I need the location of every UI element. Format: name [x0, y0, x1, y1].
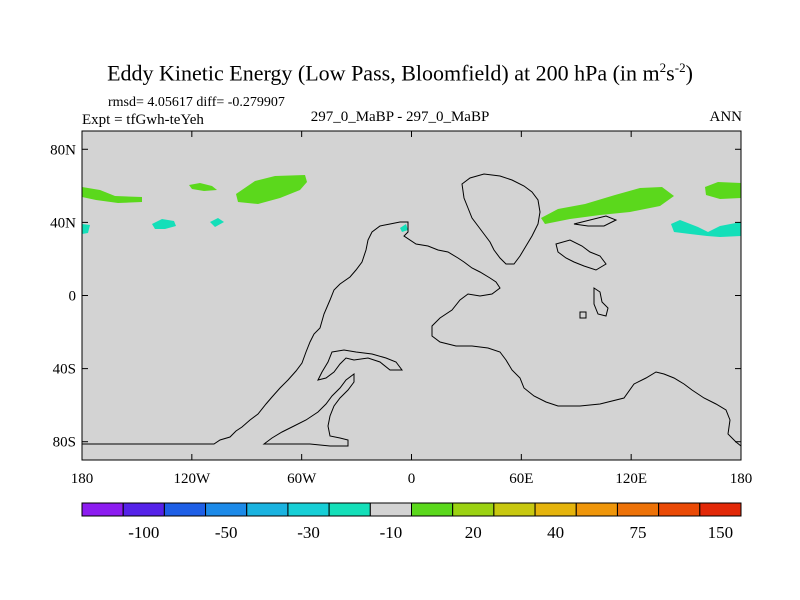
longitude-labels: 180 120W 60W 0 60E 120E 180: [71, 471, 753, 487]
latitude-labels: 80N 40N 0 40S 80S: [50, 142, 76, 450]
coastline-south-america: [317, 349, 403, 381]
colorbar-swatch: [658, 502, 701, 517]
colorbar-label: -50: [215, 523, 238, 542]
colorbar-swatch: [534, 502, 577, 517]
negative-anomaly-regions: [82, 218, 741, 237]
coastline-asia: [555, 239, 607, 271]
coastline-greenland: [461, 173, 541, 265]
anomaly-region: [236, 175, 307, 204]
lat-label: 40S: [53, 362, 76, 378]
colorbar-swatch: [452, 502, 495, 517]
colorbar-swatch: [616, 502, 660, 517]
lat-label: 80N: [50, 142, 76, 158]
coastline-antarctic-peninsula: [262, 373, 355, 447]
axis-ticks: [81, 131, 742, 460]
lon-label: 180: [730, 471, 753, 487]
lat-label: 0: [69, 289, 77, 305]
plot-title: Eddy Kinetic Energy (Low Pass, Bloomfiel…: [107, 60, 693, 86]
colorbar-swatch: [575, 502, 618, 517]
anomaly-region: [671, 220, 741, 237]
colorbar-label: -100: [128, 523, 159, 542]
colorbar-label: 40: [547, 523, 564, 542]
colorbar-swatch: [163, 502, 207, 517]
colorbar-swatch: [328, 502, 371, 517]
anomaly-region: [82, 187, 142, 203]
colorbar-swatch: [287, 502, 330, 517]
coastlines: [82, 173, 742, 447]
coastline-island: [593, 287, 609, 317]
season-label: ANN: [709, 109, 743, 125]
comparison-label: 297_0_MaBP - 297_0_MaBP: [310, 109, 490, 125]
colorbar: [81, 502, 742, 517]
lon-label: 120E: [615, 471, 647, 487]
lat-label: 40N: [50, 215, 76, 231]
colorbar-labels: -100 -50 -30 -10 20 40 75 150: [128, 523, 733, 542]
coastline-island: [573, 215, 618, 227]
colorbar-label: -30: [297, 523, 320, 542]
anomaly-region: [82, 224, 90, 234]
colorbar-swatch: [699, 502, 742, 517]
lon-label: 60E: [509, 471, 533, 487]
lon-label: 120W: [173, 471, 211, 487]
anomaly-region: [189, 183, 217, 191]
colorbar-label: 75: [630, 523, 647, 542]
experiment-label: Expt = tfGwh-teYeh: [82, 112, 204, 128]
stats-label: rmsd= 4.05617 diff= -0.279907: [108, 95, 285, 110]
coastline-americas: [82, 221, 742, 447]
colorbar-swatch: [205, 502, 248, 517]
map-background: [82, 131, 741, 460]
colorbar-swatch: [81, 502, 124, 517]
anomaly-region: [152, 219, 176, 229]
lon-label: 0: [408, 471, 416, 487]
colorbar-swatch: [122, 502, 165, 517]
colorbar-swatch: [411, 502, 454, 517]
colorbar-swatch: [246, 502, 289, 517]
anomaly-region: [210, 218, 224, 227]
anomaly-region: [400, 224, 408, 232]
lon-label: 180: [71, 471, 94, 487]
colorbar-label: -10: [380, 523, 403, 542]
lon-label: 60W: [287, 471, 317, 487]
lat-label: 80S: [53, 435, 76, 451]
anomaly-region: [541, 187, 674, 224]
colorbar-swatch: [493, 502, 536, 517]
anomaly-region: [705, 182, 741, 199]
colorbar-label: 150: [708, 523, 734, 542]
colorbar-swatch: [369, 502, 412, 517]
colorbar-label: 20: [465, 523, 482, 542]
coastline-island: [579, 311, 587, 319]
positive-anomaly-regions: [82, 175, 741, 224]
